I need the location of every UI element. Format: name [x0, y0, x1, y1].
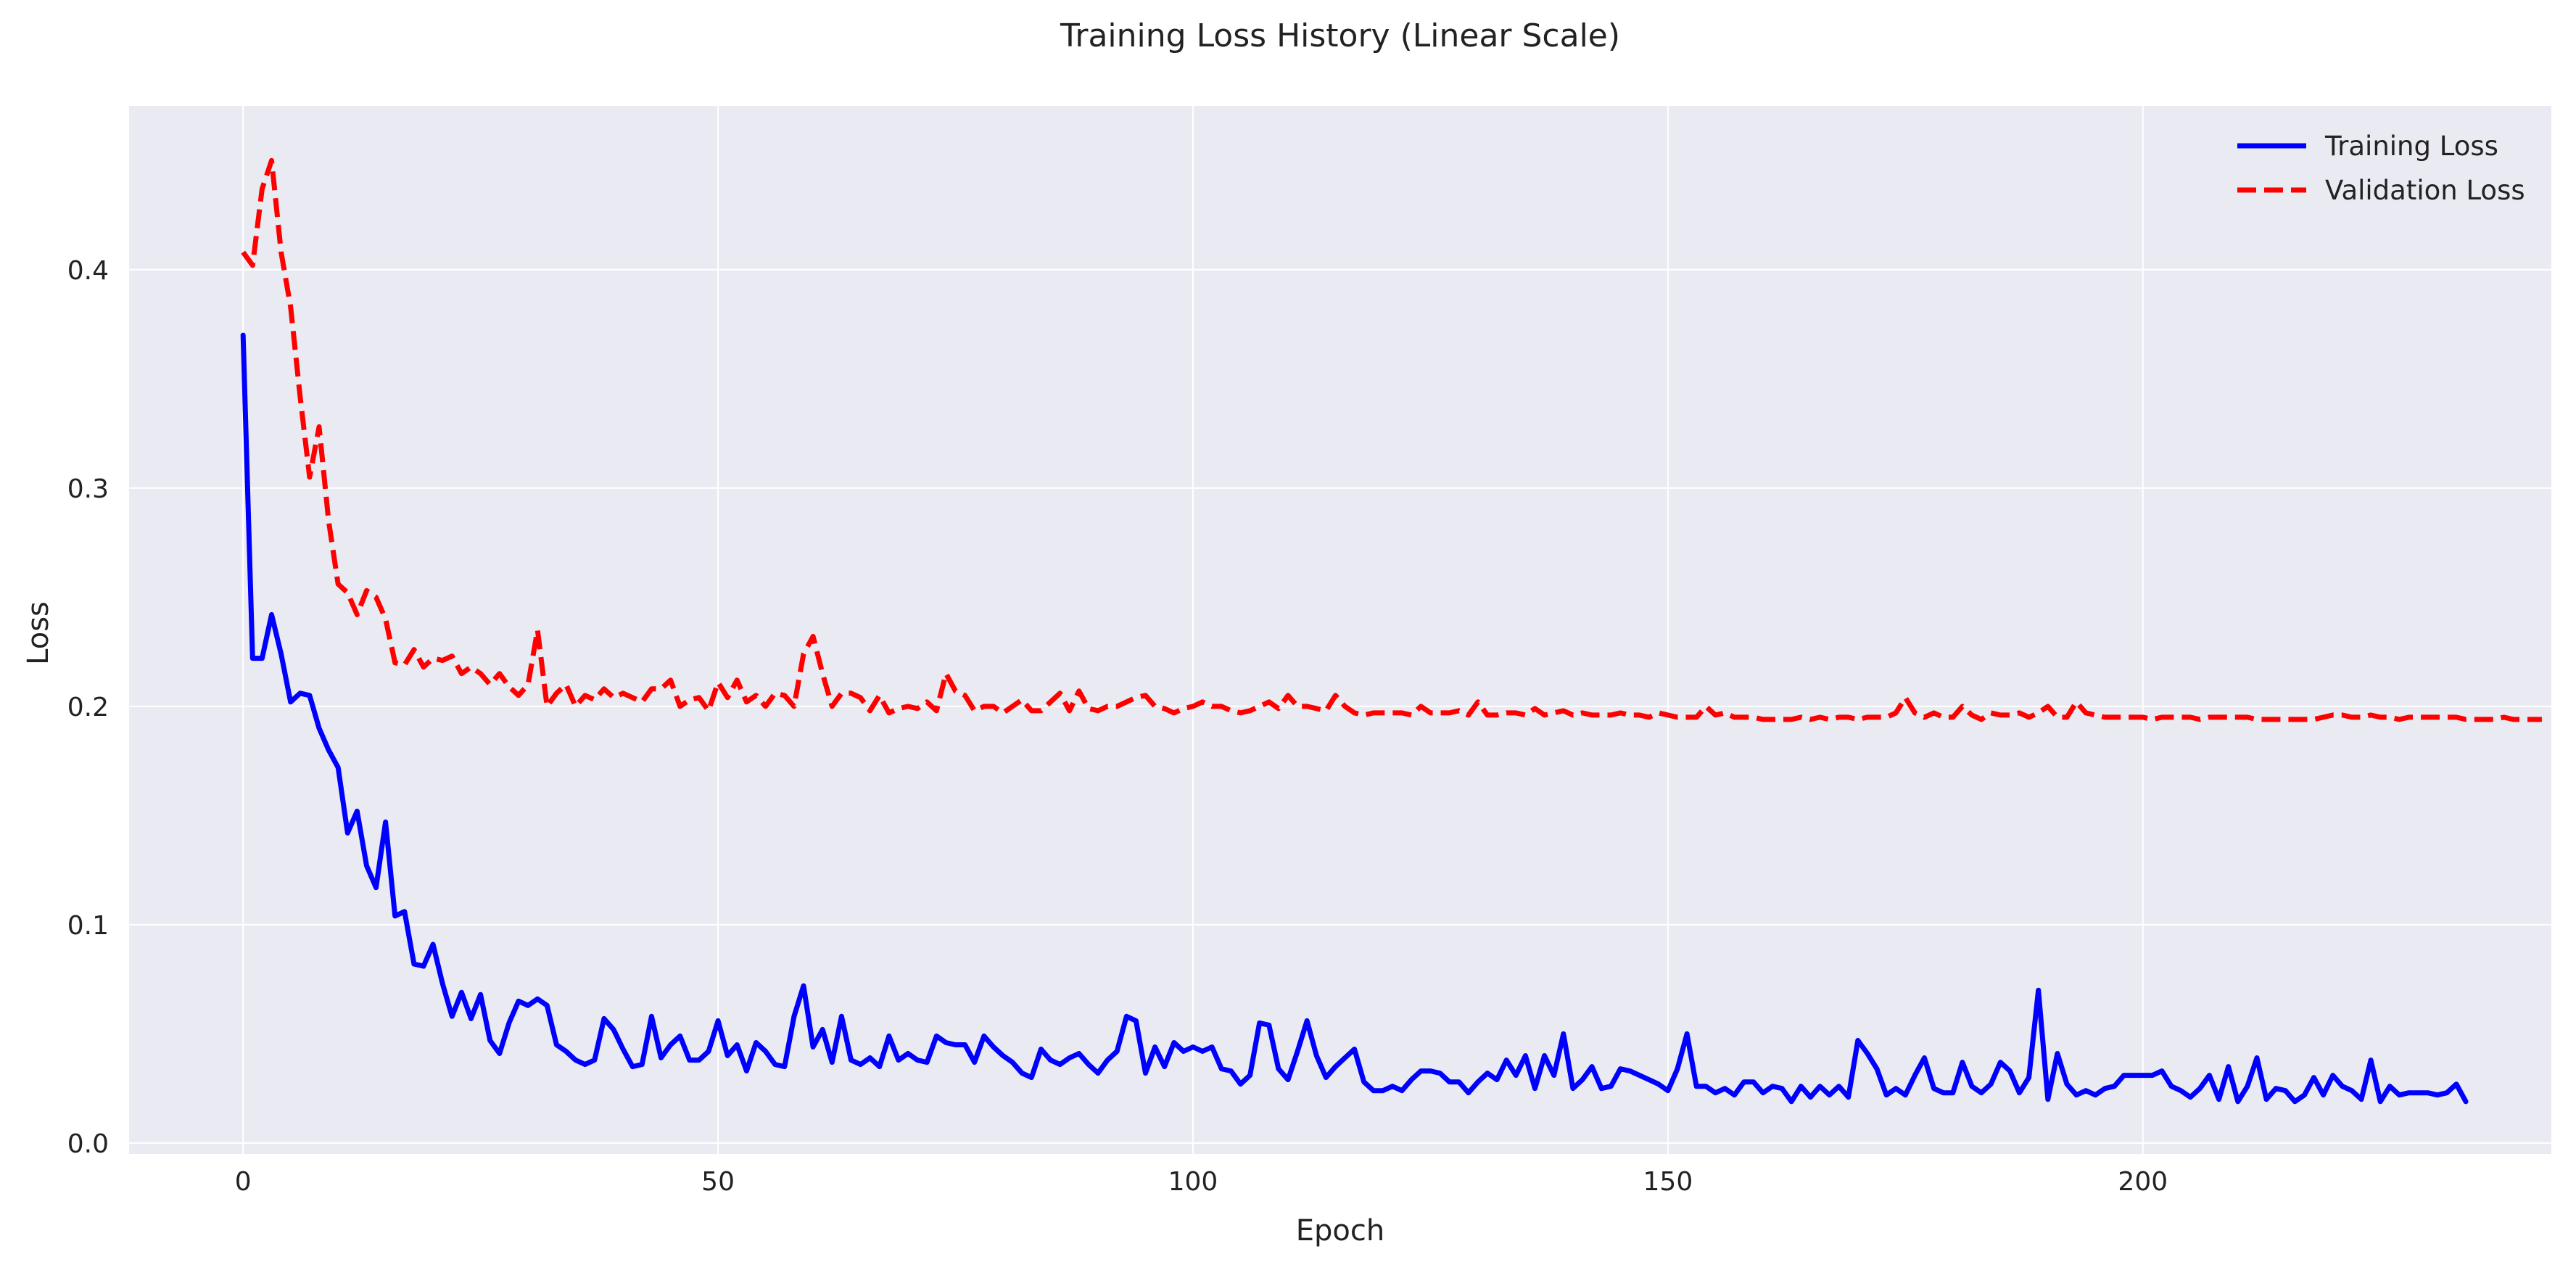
series-line-training-loss: [240, 332, 2469, 1105]
y-tick-label: 0.3: [67, 474, 109, 504]
y-tick-label: 0.4: [67, 256, 109, 286]
legend-label-validation-loss: Validation Loss: [2325, 175, 2525, 206]
grid: [129, 106, 2551, 1154]
x-axis-ticks: 0 50 100 150 200: [235, 1167, 2168, 1197]
plot-area: [129, 106, 2551, 1154]
x-tick-label: 150: [1643, 1167, 1693, 1197]
chart-title: Training Loss History (Linear Scale): [1060, 17, 1620, 54]
x-tick-label: 100: [1168, 1167, 1218, 1197]
series-lines: [240, 157, 2542, 1105]
y-tick-label: 0.1: [67, 911, 109, 941]
legend-label-training-loss: Training Loss: [2324, 131, 2498, 162]
y-axis-ticks: 0.0 0.1 0.2 0.3 0.4: [67, 256, 109, 1159]
x-tick-label: 0: [235, 1167, 252, 1197]
y-axis-label: Loss: [22, 601, 55, 665]
series-line-validation-loss: [241, 157, 2542, 722]
x-axis-label: Epoch: [1296, 1214, 1384, 1248]
legend: Training Loss Validation Loss: [2237, 131, 2525, 206]
y-tick-label: 0.2: [67, 693, 109, 722]
x-tick-label: 200: [2118, 1167, 2168, 1197]
y-tick-label: 0.0: [67, 1129, 109, 1159]
x-tick-label: 50: [701, 1167, 735, 1197]
